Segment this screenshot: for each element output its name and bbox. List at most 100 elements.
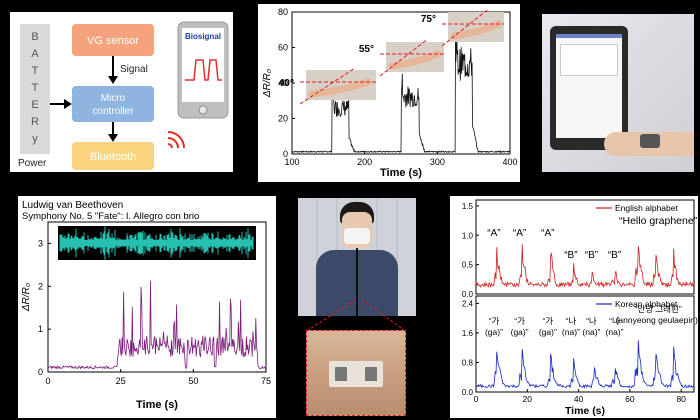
x-axis-label: Time (s) [380, 167, 422, 179]
battery-letter: A [31, 48, 39, 60]
phone-title: Biosignal [185, 32, 221, 41]
tablet-photo [542, 14, 694, 172]
music-series-line [47, 280, 267, 370]
y-tick-label: 1.5 [462, 202, 474, 211]
micro-controller-box [72, 86, 154, 122]
music-chart-panel: Ludwig van Beethoven Symphony No. 5 "Fate… [18, 196, 276, 418]
micro-label-2: controller [92, 106, 134, 117]
angle-guide-line [299, 67, 356, 105]
x-tick-label: 300 [430, 157, 445, 167]
speech-chart-panel: 0.0 0.5 1.0 1.5 English alphabet “A” “A” “A” “B”… [450, 196, 698, 418]
hand-shape [450, 20, 503, 40]
y-tick-label: 0.5 [462, 261, 474, 270]
angle-label: 75° [421, 14, 436, 25]
english-letter-label: “A” [513, 228, 526, 239]
angle-label: 55° [359, 44, 374, 55]
x-tick-label: 60 [625, 394, 635, 404]
english-letter-label: “A” [541, 228, 554, 239]
micro-label-1: Micro [101, 93, 126, 104]
hand-shape [388, 50, 442, 70]
x-tick-label: 25 [116, 376, 126, 386]
y-tick-label: 80 [278, 7, 288, 17]
x-tick-label: 200 [357, 157, 372, 167]
korean-letter-label: “나 [609, 316, 620, 326]
y-tick-label: 2 [38, 281, 43, 291]
x-tick-label: 0 [474, 394, 479, 404]
battery-letter: T [32, 82, 39, 94]
electrode-left [335, 367, 347, 381]
bluetooth-label: Bluetooth [90, 151, 136, 163]
x-tick-label: 400 [502, 157, 517, 167]
korean-romanized-label: (na)” [562, 327, 580, 337]
audio-waveform [59, 226, 254, 260]
x-tick-label: 100 [284, 157, 299, 167]
y-tick-label: 1 [38, 324, 43, 334]
plot-frame [475, 295, 695, 393]
english-letter-label: “A” [487, 228, 500, 239]
angle-guide-line [441, 9, 488, 47]
korean-letter-label: “나 [566, 316, 577, 326]
neck-closeup-photo [306, 330, 406, 416]
battery-box [20, 24, 50, 154]
battery-letter: B [31, 31, 38, 43]
x-axis-label: Time (s) [565, 405, 605, 417]
y-tick-label: 0 [38, 367, 43, 377]
english-letter-label: “B” [564, 250, 577, 261]
x-tick-label: 75 [261, 376, 271, 386]
battery-letter: R [31, 116, 39, 128]
power-label: Power [18, 158, 47, 169]
bt-arrowhead [108, 134, 118, 142]
legend-label: Korean alphabet [615, 299, 678, 309]
tablet-screen [556, 34, 622, 138]
y-tick-label: 60 [278, 43, 288, 53]
phone-home-button [198, 105, 208, 115]
x-tick-label: 0 [45, 376, 50, 386]
korean-romanized-label: (ga)” [539, 327, 557, 337]
annyeong-romanized-label: (annyeong geulaepin)” [616, 315, 698, 325]
y-tick-label: 0.8 [462, 358, 474, 367]
x-axis-label: Time (s) [136, 399, 178, 411]
cable [356, 248, 358, 316]
chart-subtitle: Symphony No. 5 "Fate": I. Allegro con br… [22, 211, 199, 222]
y-tick-label: 1.0 [462, 231, 474, 240]
bending-chart-panel: 100 200 300 400 0 20 40 60 80 Time (s) ΔR/R₀ 40° 55°… [258, 4, 520, 182]
korean-romanized-label: (na)” [606, 327, 624, 337]
vg-sensor-label: VG sensor [87, 35, 139, 47]
korean-letter-label: “가 [542, 316, 553, 326]
bottom-series-line [475, 340, 695, 389]
phone-signal-icon [185, 59, 222, 81]
x-tick-label: 40 [574, 394, 584, 404]
battery-letter: E [31, 99, 38, 111]
angle-label: 40° [279, 78, 294, 89]
y-tick-label: 3 [38, 238, 43, 248]
english-letter-label: “B” [608, 250, 621, 261]
sensor-strap [640, 134, 660, 148]
korean-romanized-label: (ga)” [511, 327, 529, 337]
korean-romanized-label: (na)” [582, 327, 600, 337]
bending-series-line [291, 30, 510, 154]
plot-frame [475, 199, 695, 295]
angle-guide-line [379, 39, 427, 77]
x-tick-label: 50 [188, 376, 198, 386]
korean-letter-label: “가 [514, 316, 525, 326]
electrode-right [365, 367, 377, 381]
english-letter-label: “B” [585, 250, 598, 261]
y-tick-label: 1.6 [462, 329, 474, 338]
y-tick-label: 0 [283, 149, 288, 159]
power-arrowhead [64, 99, 72, 109]
person-photo [298, 198, 416, 316]
y-tick-label: 2.4 [462, 299, 474, 308]
speech-chart: 0.0 0.5 1.0 1.5 English alphabet “A” “A” “A” “B”… [462, 199, 698, 417]
face-mask [344, 228, 370, 244]
korean-letter-label: “나 [586, 316, 597, 326]
battery-letter: T [32, 65, 39, 77]
chart-title: Ludwig van Beethoven [22, 200, 123, 211]
y-tick-label: 20 [278, 114, 288, 124]
korean-letter-label: “가 [489, 316, 500, 326]
battery-letter: y [32, 133, 38, 145]
bluetooth-box [72, 142, 154, 170]
